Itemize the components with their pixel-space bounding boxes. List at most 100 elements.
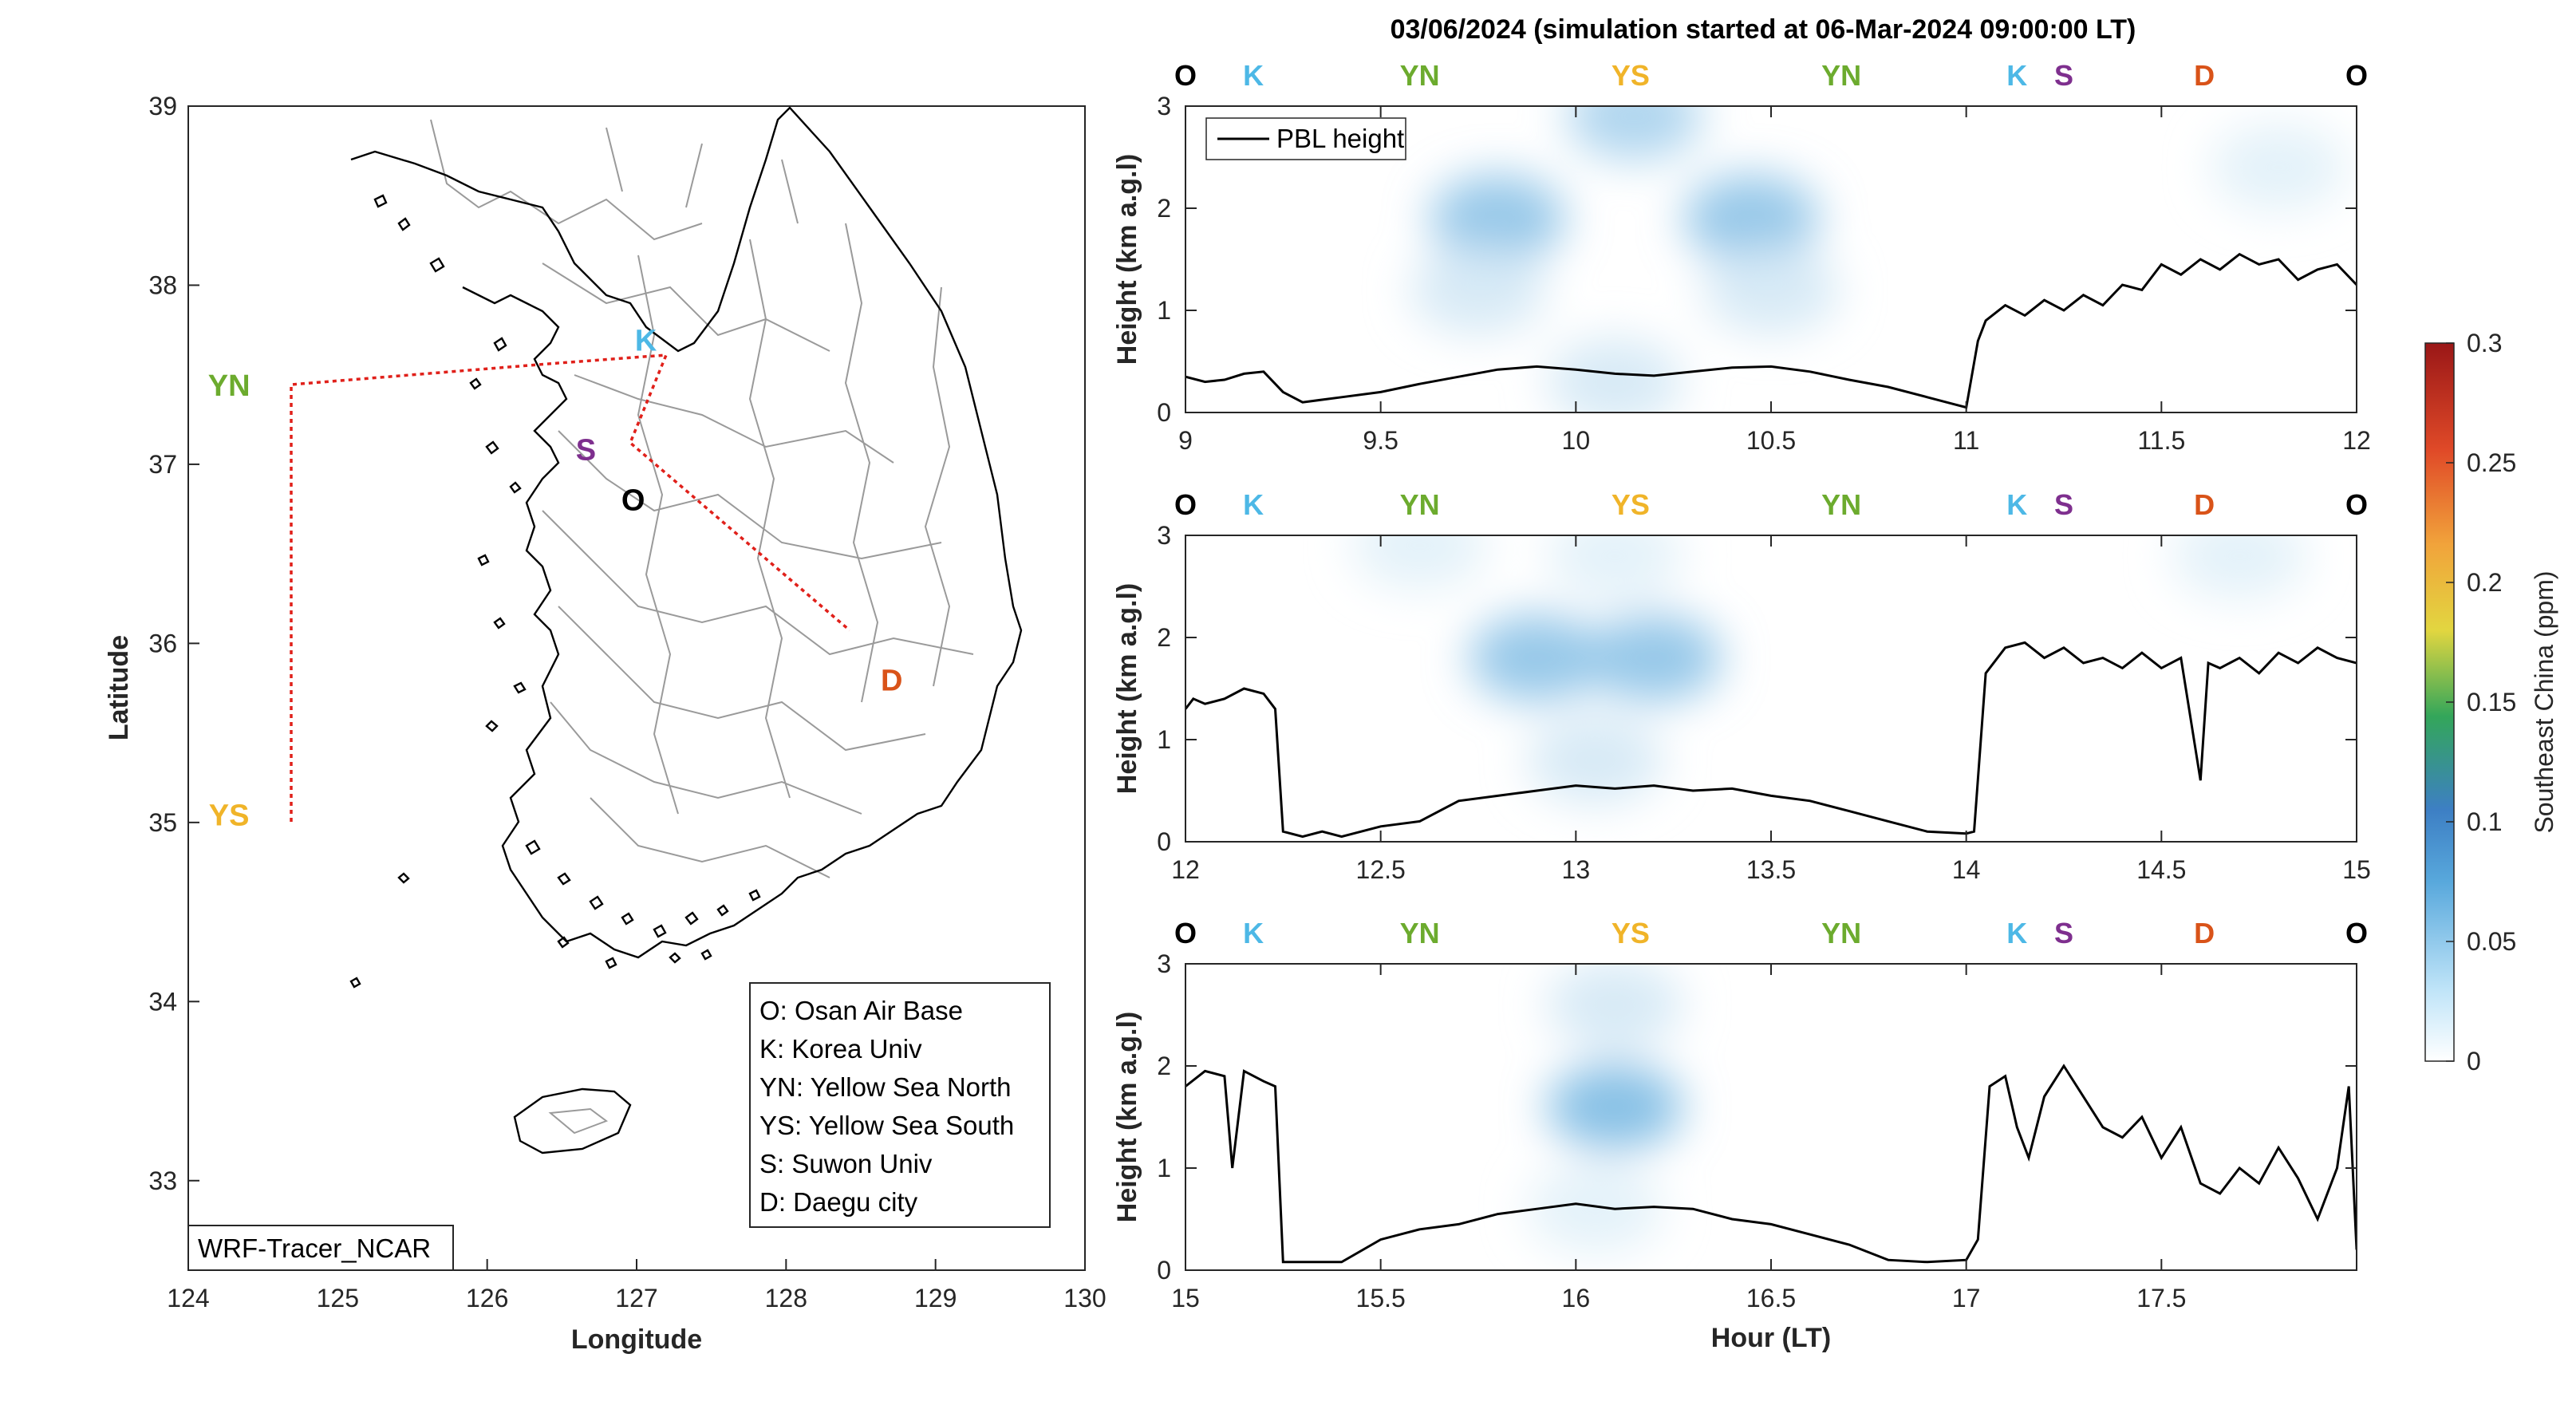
site-sequence-label: D [2194, 59, 2215, 92]
pbl-legend-label: PBL height [1276, 124, 1404, 153]
x-tick-label: 15.5 [1356, 1284, 1406, 1312]
tracer-blob [1547, 535, 1683, 600]
model-label: WRF-Tracer_NCAR [198, 1233, 431, 1263]
map-y-tick-label: 35 [148, 808, 177, 837]
pbl-height-line [1185, 641, 2357, 839]
map-y-tick-label: 36 [148, 629, 177, 657]
tracer-blob [1566, 106, 1702, 160]
site-sequence-label: D [2194, 488, 2215, 521]
tracer-field-blurred [1351, 535, 2308, 804]
colorbar: 0 0.05 0.1 0.15 0.2 0.25 0.3 Southeast China (… [2424, 329, 2558, 1076]
y-tick-label: 1 [1157, 296, 1171, 325]
tracer-blob [1547, 1063, 1683, 1151]
site-sequence-label: O [2345, 917, 2368, 949]
tracer-field [1351, 535, 2308, 804]
site-sequence-label: O [1174, 917, 1197, 949]
site-sequence-label: K [2006, 488, 2027, 521]
x-axis-label: Hour (LT) [1711, 1323, 1831, 1353]
map-site-label-yn: YN [208, 369, 250, 403]
site-legend-item: O: Osan Air Base [759, 996, 963, 1025]
y-tick-label: 3 [1157, 92, 1171, 120]
map-site-label-o: O [621, 484, 645, 518]
tracer-field [1410, 106, 2347, 412]
site-sequence-label: YN [1400, 488, 1440, 521]
figure-title: 03/06/2024 (simulation started at 06-Mar… [1391, 14, 2136, 45]
site-sequence-label: D [2194, 917, 2215, 949]
map-x-axis-label: Longitude [571, 1324, 702, 1355]
x-tick-label: 10.5 [1746, 426, 1796, 455]
y-tick-label: 2 [1157, 623, 1171, 652]
y-tick-label: 0 [1157, 1256, 1171, 1285]
x-tick-label: 16.5 [1746, 1284, 1796, 1312]
pbl-height-line [1185, 1064, 2357, 1264]
tracer-blob [2172, 535, 2308, 600]
x-tick-label: 17.5 [2136, 1284, 2186, 1312]
map-y-tick-label: 33 [148, 1166, 177, 1195]
map-x-tick-label: 128 [765, 1284, 807, 1312]
site-sequence-label: K [1243, 917, 1264, 949]
site-sequence-label: O [2345, 59, 2368, 92]
colorbar-tick-label: 0.25 [2467, 448, 2516, 477]
pbl-panel-3: 15 15.5 16 16.5 17 17.5 0 1 2 3 Height (km a.g.l) H… [1112, 917, 2368, 1353]
model-label-box [187, 1225, 454, 1271]
colorbar-tick-label: 0.05 [2467, 927, 2516, 956]
site-sequence-label: YS [1611, 59, 1650, 92]
flight-route-line [290, 353, 851, 822]
tracer-blob [1547, 337, 1683, 412]
x-tick-label: 10 [1562, 426, 1591, 455]
site-sequence-label: O [2345, 488, 2368, 521]
site-sequence-label: S [2054, 59, 2073, 92]
tracer-field-blurred [1527, 964, 1683, 1253]
x-tick-label: 15 [1171, 1284, 1200, 1312]
pbl-height-line [1185, 252, 2357, 409]
x-tick-label: 16 [1562, 1284, 1591, 1312]
map-x-tick-label: 130 [1063, 1284, 1106, 1312]
x-tick-label: 12.5 [1356, 855, 1406, 884]
site-legend-item: D: Daegu city [759, 1187, 918, 1217]
y-tick-label: 3 [1157, 521, 1171, 550]
site-sequence-label: YS [1611, 917, 1650, 949]
x-tick-label: 12 [1171, 855, 1200, 884]
map-x-tick-label: 125 [317, 1284, 359, 1312]
site-sequence-label: K [1243, 488, 1264, 521]
colorbar-tick-label: 0.1 [2467, 807, 2502, 836]
jeju-island [513, 1087, 632, 1154]
tracer-blob [1586, 614, 1722, 702]
map-y-axis-label: Latitude [104, 635, 134, 740]
site-sequence-label: K [1243, 59, 1264, 92]
x-tick-label: 11 [1953, 426, 1979, 455]
colorbar-tick-label: 0.15 [2467, 688, 2516, 716]
site-legend-item: YN: Yellow Sea North [759, 1072, 1012, 1102]
map-y-tick-label: 39 [148, 92, 177, 120]
map-y-tick-label: 38 [148, 270, 177, 299]
map-y-tick-label: 37 [148, 450, 177, 479]
colorbar-tick-label: 0.2 [2467, 568, 2502, 597]
y-tick-label: 2 [1157, 1052, 1171, 1080]
y-tick-label: 1 [1157, 725, 1171, 754]
y-tick-label: 3 [1157, 949, 1171, 978]
map-x-tick-label: 129 [914, 1284, 957, 1312]
tracer-blob [1469, 614, 1605, 702]
x-tick-label: 11.5 [2137, 426, 2185, 455]
map-y-tick-label: 34 [148, 987, 177, 1016]
site-sequence-label: K [2006, 59, 2027, 92]
colorbar-tick-label: 0 [2467, 1047, 2481, 1076]
site-legend-item: YS: Yellow Sea South [759, 1111, 1014, 1140]
x-tick-label: 15 [2342, 855, 2371, 884]
x-tick-label: 13.5 [1746, 855, 1796, 884]
x-tick-label: 14.5 [2136, 855, 2186, 884]
map-x-ticks: 124 125 126 127 128 129 130 [167, 1259, 1107, 1312]
site-sequence-label: S [2054, 917, 2073, 949]
x-tick-label: 17 [1952, 1284, 1981, 1312]
site-sequence-label: YN [1821, 917, 1861, 949]
map-site-label-d: D [881, 665, 902, 698]
site-sequence-label: YN [1821, 59, 1861, 92]
site-legend: O: Osan Air Base K: Korea Univ YN: Yello… [749, 982, 1051, 1228]
site-sequence-label: YN [1400, 59, 1440, 92]
province-borders [430, 119, 974, 878]
site-legend-box [749, 982, 1051, 1228]
site-legend-item: K: Korea Univ [759, 1034, 922, 1064]
